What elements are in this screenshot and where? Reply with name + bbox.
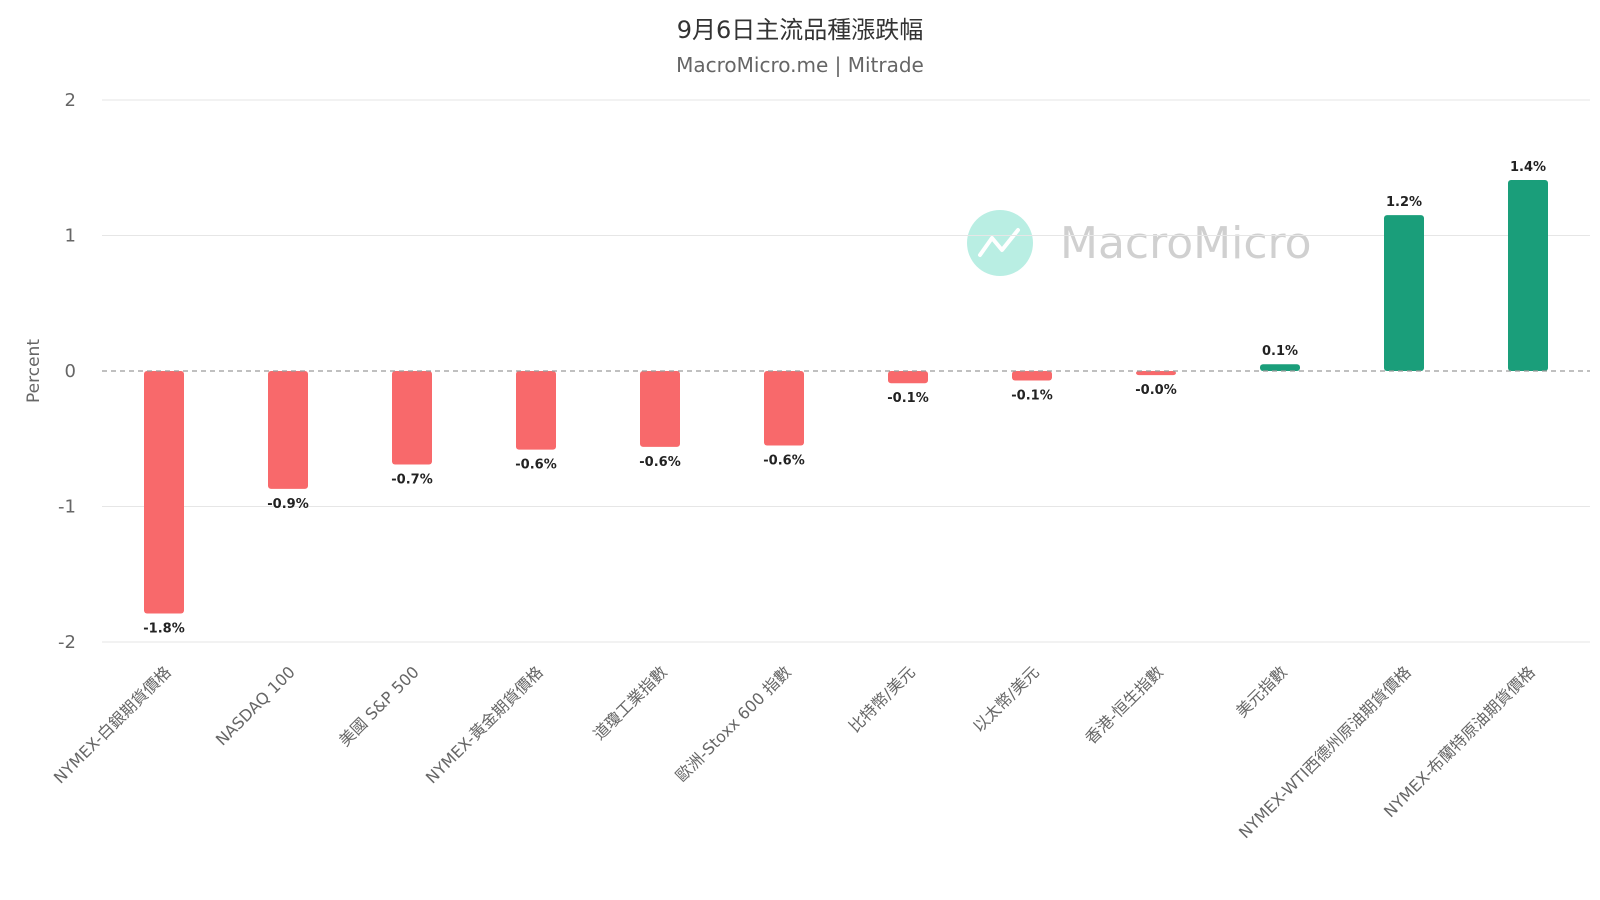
watermark: MacroMicro	[967, 210, 1312, 276]
bar-9[interactable]	[1136, 371, 1176, 376]
data-label: 0.1%	[1262, 344, 1298, 359]
macromicro-logo-line-icon	[978, 228, 1020, 257]
data-label: -0.0%	[1135, 383, 1176, 398]
data-label: -0.9%	[267, 497, 308, 512]
y-tick-label: 0	[65, 361, 76, 382]
bar-6[interactable]	[764, 371, 804, 446]
bar-12[interactable]	[1508, 179, 1548, 371]
data-label: -0.6%	[639, 455, 680, 470]
x-category-label: NYMEX-黃金期貨價格	[422, 662, 547, 787]
x-category-label: 以太幣/美元	[969, 662, 1043, 736]
x-category-label: 美元指數	[1232, 662, 1291, 721]
data-label: 1.4%	[1510, 160, 1546, 175]
data-label: -0.6%	[763, 454, 804, 469]
bar-11[interactable]	[1384, 215, 1424, 371]
chart-title: 9月6日主流品種漲跌幅	[676, 16, 924, 44]
bar-1[interactable]	[144, 371, 184, 614]
bar-7[interactable]	[888, 371, 928, 384]
y-tick-label: 1	[65, 226, 76, 247]
x-category-label: 美國 S&P 500	[335, 662, 423, 750]
x-category-label: NYMEX-白銀期貨價格	[50, 662, 175, 787]
y-tick-label: -1	[58, 497, 76, 518]
y-tick-label: 2	[65, 90, 76, 111]
x-category-label: 歐洲-Stoxx 600 指數	[672, 662, 795, 785]
macromicro-logo-icon	[967, 210, 1033, 276]
data-label: -0.7%	[391, 472, 432, 487]
bar-10[interactable]	[1260, 364, 1300, 371]
y-axis-title: Percent	[24, 339, 44, 403]
x-category-label: 道瓊工業指數	[590, 662, 671, 743]
data-label: -0.6%	[515, 458, 556, 473]
bar-2[interactable]	[268, 371, 308, 489]
chart-subtitle: MacroMicro.me | Mitrade	[676, 53, 924, 77]
data-label: -0.1%	[887, 391, 928, 406]
data-label: -0.1%	[1011, 388, 1052, 403]
data-label: 1.2%	[1386, 195, 1422, 210]
bar-3[interactable]	[392, 371, 432, 465]
data-label: -1.8%	[143, 622, 184, 637]
x-category-label: 比特幣/美元	[845, 662, 919, 736]
y-tick-label: -2	[58, 632, 76, 653]
bar-4[interactable]	[516, 371, 556, 450]
x-category-label: 香港-恒生指數	[1081, 662, 1166, 747]
bar-8[interactable]	[1012, 371, 1052, 381]
x-category-label: NASDAQ 100	[212, 662, 299, 749]
bar-5[interactable]	[640, 371, 680, 447]
watermark-text: MacroMicro	[1060, 218, 1312, 269]
